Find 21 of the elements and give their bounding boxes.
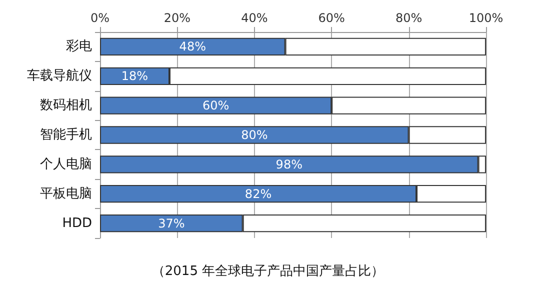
- data-label: 48%: [179, 40, 206, 54]
- x-tick-label: 80%: [395, 11, 422, 25]
- y-tick-label: 智能手机: [40, 128, 92, 142]
- y-tick-label: 彩电: [66, 39, 92, 54]
- data-label: 37%: [158, 216, 185, 230]
- x-tick-label: 100%: [468, 11, 504, 25]
- y-tick-label: 数码相机: [40, 98, 92, 114]
- data-label: 98%: [276, 157, 302, 172]
- x-tick-label: 60%: [318, 11, 345, 25]
- y-tick-label: 个人电脑: [40, 156, 92, 172]
- data-label: 82%: [244, 186, 272, 201]
- y-tick-label: HDD: [62, 216, 92, 231]
- y-tick-label: 车载导航仪: [27, 68, 92, 84]
- x-tick-label: 40%: [241, 11, 268, 25]
- y-tick-label: 平板电脑: [40, 186, 92, 202]
- x-tick-label: 20%: [164, 11, 191, 25]
- data-label: 80%: [241, 128, 268, 142]
- data-label: 18%: [121, 69, 148, 84]
- data-label: 60%: [202, 98, 230, 113]
- x-tick-label: 0%: [90, 11, 110, 25]
- text: （2015 年全球电子产品中国产量占比）: [152, 264, 384, 279]
